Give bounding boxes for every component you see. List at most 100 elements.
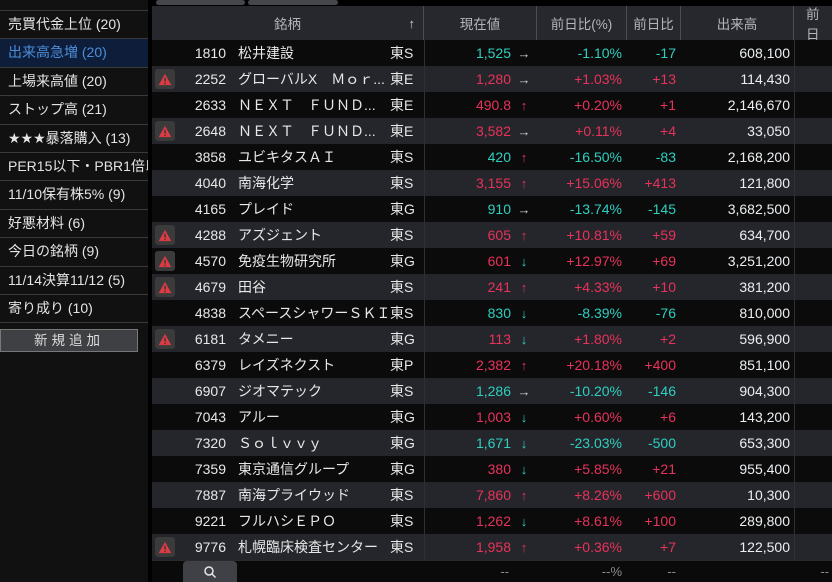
stock-code: 4838 [194, 305, 226, 321]
market-badge: 東E [390, 71, 414, 87]
sidebar-watchlist-item[interactable]: 11/10保有株5% (9) [0, 181, 148, 210]
stock-row[interactable]: 7359 東京通信グループ 東G 380 ↓ +5.85% +21 955,40… [152, 456, 832, 482]
header-symbol-column[interactable]: 銘柄 ↑ [152, 6, 424, 40]
change-percent: +0.20% [574, 97, 622, 113]
current-price: 1,958 [475, 539, 511, 555]
volume: 121,800 [739, 175, 790, 191]
stock-row[interactable]: 4288 アズジェント 東S 605 ↑ +10.81% +59 634,700 [152, 222, 832, 248]
symbol-cell: 6181 タメニー 東G [152, 326, 424, 352]
symbol-cell: 6907 ジオマテック 東S [152, 378, 424, 404]
header-prevday-column[interactable]: 前日 [806, 7, 820, 40]
sidebar-watchlist-item[interactable]: PER15以下・PBR1倍以下 [0, 153, 148, 182]
tick-direction-icon: ↑ [520, 539, 528, 555]
market-badge: 東S [390, 227, 414, 243]
sort-ascending-icon[interactable]: ↑ [408, 15, 416, 31]
stock-row[interactable]: 7043 アルー 東G 1,003 ↓ +0.60% +6 143,200 [152, 404, 832, 430]
sidebar-watchlist-item[interactable]: 好悪材料 (6) [0, 210, 148, 239]
current-price: 7,860 [475, 487, 511, 503]
current-price: 1,003 [475, 409, 511, 425]
stock-row[interactable]: 9776 札幌臨床検査センター 東S 1,958 ↑ +0.36% +7 122… [152, 534, 832, 560]
symbol-cell: 9776 札幌臨床検査センター 東S [152, 534, 424, 560]
add-new-list-button[interactable]: 新規追加 [0, 329, 138, 353]
stock-name: スペースシャワーＳＫＩ... [238, 305, 390, 321]
stock-row[interactable]: 6181 タメニー 東G 113 ↓ +1.80% +2 596,900 [152, 326, 832, 352]
sidebar-watchlist-item[interactable]: 今日の銘柄 (9) [0, 238, 148, 267]
sidebar-watchlist-item[interactable]: 出来高急増 (20) [0, 39, 148, 68]
header-price-column[interactable]: 現在値 [424, 6, 537, 40]
stock-row[interactable]: 4838 スペースシャワーＳＫＩ... 東S 830 ↓ -8.39% -76 … [152, 300, 832, 326]
change-value: +13 [652, 71, 676, 87]
symbol-cell: 7887 南海プライウッド 東S [152, 482, 424, 508]
tick-direction-icon: ↑ [520, 227, 528, 243]
stock-row[interactable]: 4570 免疫生物研究所 東G 601 ↓ +12.97% +69 3,251,… [152, 248, 832, 274]
change-value: +100 [644, 513, 676, 529]
change-value: +1 [660, 97, 676, 113]
top-tab-stub-2[interactable] [248, 0, 338, 5]
stock-row[interactable]: 6907 ジオマテック 東S 1,286 → -10.20% -146 904,… [152, 378, 832, 404]
sidebar-watchlist-item[interactable]: 上場来高値 (20) [0, 68, 148, 97]
stock-code: 9776 [194, 539, 226, 555]
change-value: +413 [644, 175, 676, 191]
stock-row[interactable]: 1810 松井建設 東S 1,525 → -1.10% -17 608,100 [152, 40, 832, 66]
stock-code: 4679 [194, 279, 226, 295]
current-price: 2,382 [475, 357, 511, 373]
header-change-column[interactable]: 前日比 [627, 6, 681, 40]
watchlist-sidebar: 売買代金上位 (20) 出来高急増 (20) 上場来高値 (20) ストップ高 … [0, 0, 148, 582]
change-value: -145 [647, 201, 676, 217]
current-price: 241 [487, 279, 511, 295]
stock-name: 札幌臨床検査センター [238, 539, 378, 555]
stock-row[interactable]: 6379 レイズネクスト 東P 2,382 ↑ +20.18% +400 851… [152, 352, 832, 378]
sidebar-watchlist-item[interactable]: 寄り成り (10) [0, 295, 148, 324]
stock-row[interactable]: 7320 Ｓｏｌｖｖｙ 東G 1,671 ↓ -23.03% -500 653,… [152, 430, 832, 456]
change-value: +10 [652, 279, 676, 295]
top-tab-stub-1[interactable] [156, 0, 245, 5]
volume: 608,100 [739, 45, 790, 61]
market-badge: 東G [390, 201, 415, 217]
sidebar-watchlist-item[interactable]: ストップ高 (21) [0, 96, 148, 125]
stock-name: アズジェント [238, 227, 322, 243]
sidebar-watchlist-item-label: 11/14決算11/12 (5) [8, 271, 125, 288]
header-volume-column[interactable]: 出来高 [681, 6, 794, 40]
market-badge: 東S [390, 487, 414, 503]
stock-code: 2252 [194, 71, 226, 87]
current-price: 380 [487, 461, 511, 477]
tick-direction-icon: → [517, 383, 531, 399]
stock-row[interactable]: 4165 プレイド 東G 910 → -13.74% -145 3,682,50… [152, 196, 832, 222]
sidebar-watchlist-item[interactable]: 11/14決算11/12 (5) [0, 267, 148, 295]
sidebar-watchlist-item[interactable]: 売買代金上位 (20) [0, 11, 148, 40]
volume: 143,200 [739, 409, 790, 425]
symbol-cell: 2648 ＮＥＸＴ ＦＵＮＤ... 東E [152, 118, 424, 144]
stock-code: 6907 [194, 383, 226, 399]
prevday-cell [794, 144, 832, 170]
tick-direction-icon: ↑ [520, 97, 528, 113]
stock-code: 3858 [194, 149, 226, 165]
price-cell: 1,280 → [424, 66, 537, 92]
change-value: +2 [660, 331, 676, 347]
price-cell: 601 ↓ [424, 248, 537, 274]
stock-row[interactable]: 7887 南海プライウッド 東S 7,860 ↑ +8.26% +600 10,… [152, 482, 832, 508]
stock-row[interactable]: 3858 ユビキタスＡＩ 東S 420 ↑ -16.50% -83 2,168,… [152, 144, 832, 170]
stock-row[interactable]: 2633 ＮＥＸＴ ＦＵＮＤ... 東E 490.8 ↑ +0.20% +1 2… [152, 92, 832, 118]
sidebar-watchlist-item[interactable]: ★★★暴落購入 (13) [0, 125, 148, 153]
stock-code: 4165 [194, 201, 226, 217]
stock-name: アルー [238, 409, 280, 425]
symbol-cell: 2252 グローバルX Ｍｏｒ... 東E [152, 66, 424, 92]
sidebar-watchlist-item-label: ★★★暴落購入 (13) [8, 129, 131, 146]
change-percent: -23.03% [569, 435, 622, 451]
current-price: 420 [487, 149, 511, 165]
market-badge: 東S [390, 45, 414, 61]
header-change-percent-column[interactable]: 前日比(%) [537, 6, 627, 40]
search-button[interactable] [183, 561, 237, 582]
stock-row[interactable]: 2648 ＮＥＸＴ ＦＵＮＤ... 東E 3,582 → +0.11% +4 3… [152, 118, 832, 144]
price-cell: 7,860 ↑ [424, 482, 537, 508]
market-badge: 東G [390, 461, 415, 477]
change-value: -76 [655, 305, 676, 321]
stock-row[interactable]: 4679 田谷 東S 241 ↑ +4.33% +10 381,200 [152, 274, 832, 300]
change-percent: +1.03% [574, 71, 622, 87]
stock-row[interactable]: 4040 南海化学 東S 3,155 ↑ +15.06% +413 121,80… [152, 170, 832, 196]
stock-row[interactable]: 9221 フルハシＥＰＯ 東S 1,262 ↓ +8.61% +100 289,… [152, 508, 832, 534]
prevday-cell [794, 196, 832, 222]
stock-row[interactable]: 2252 グローバルX Ｍｏｒ... 東E 1,280 → +1.03% +13… [152, 66, 832, 92]
warning-icon [155, 251, 175, 271]
